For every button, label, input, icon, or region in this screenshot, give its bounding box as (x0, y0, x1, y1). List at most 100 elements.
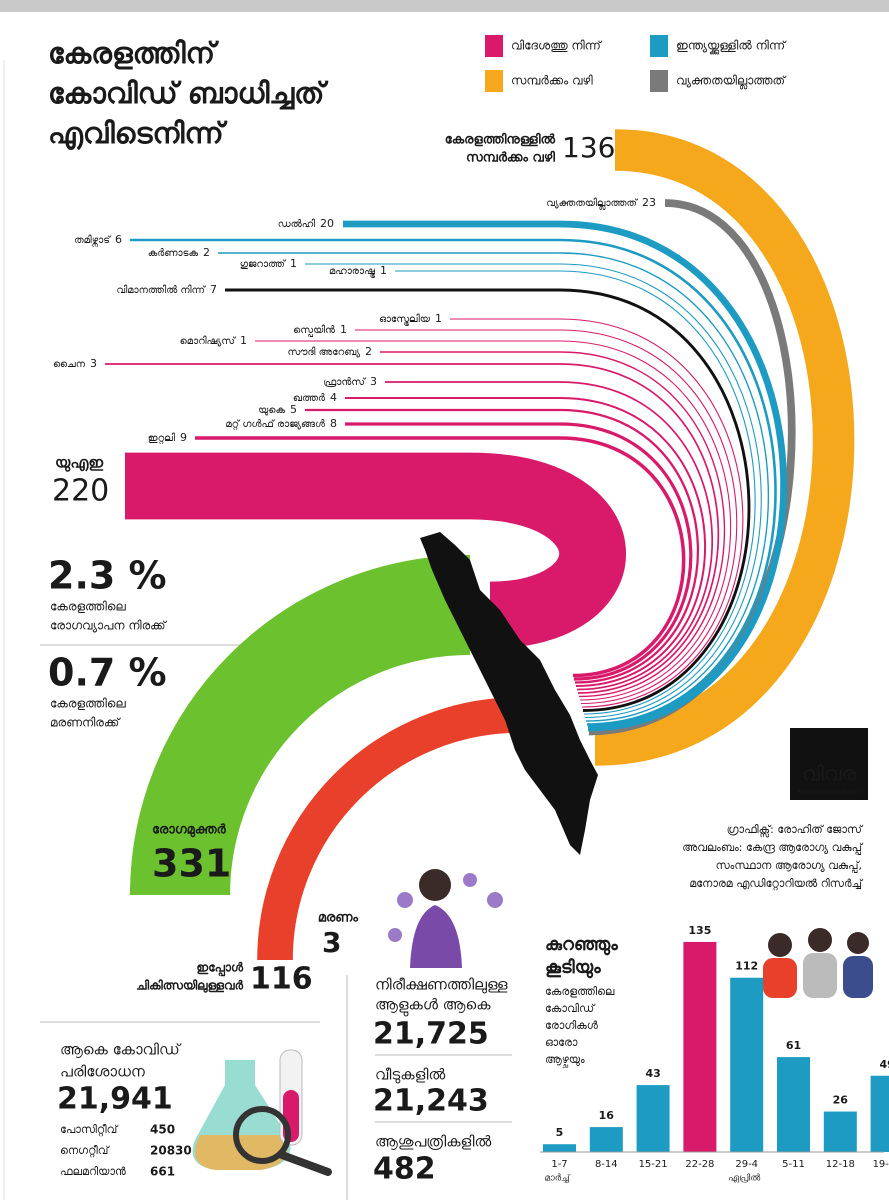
testing-title: ആകെ കോവിഡ് (60, 1041, 182, 1059)
flow-value: 6 (115, 233, 122, 246)
x-tick-label: 8-14 (595, 1159, 618, 1170)
flow-value: 1 (380, 264, 387, 277)
flow-line (195, 436, 686, 678)
flow-value: 220 (52, 474, 109, 509)
flow-line (130, 238, 777, 726)
flow-value: 3 (90, 357, 97, 370)
bar (870, 1075, 889, 1152)
flow-line (395, 270, 756, 715)
testing-title: പരിശോധന (60, 1063, 145, 1081)
rate-label: കേരളത്തിലെ (50, 697, 126, 711)
bar-value-label: 43 (645, 1067, 660, 1080)
top-strip (0, 0, 889, 12)
x-tick-label: 5-11 (782, 1159, 805, 1170)
bar-value-label: 112 (735, 960, 758, 973)
flow-value: 136 (562, 131, 615, 164)
flow-label: യുകെ (258, 405, 285, 416)
bar-value-label: 16 (599, 1109, 615, 1122)
flow-line (355, 329, 738, 705)
flow-label: ഓസ്ട്രേലിയ (379, 313, 431, 326)
legend-swatch (650, 70, 668, 92)
observation-value: 482 (373, 1152, 436, 1187)
bar (683, 941, 717, 1152)
outcome-arc (129, 554, 471, 896)
outcome-label: ചികിത്സയിലുള്ളവർ (136, 979, 243, 995)
outcome-label: രോഗമുക്തർ (152, 823, 227, 839)
observation-label: ആശുപത്രികളിൽ (375, 1133, 491, 1151)
outcome-arc (257, 697, 521, 961)
bar-value-label: 61 (786, 1039, 801, 1052)
testing-item-label: ഫലമറിയാൻ (60, 1165, 126, 1178)
legend-label: സമ്പർക്കം വഴി (511, 74, 593, 88)
chart-title: കൂടിയും (545, 957, 601, 978)
flow-label: മറ്റ് ഗൾഫ് രാജ്യങ്ങൾ (225, 418, 326, 431)
bar (636, 1085, 670, 1152)
flow-line (255, 340, 732, 701)
outcome-value: 116 (250, 962, 313, 997)
flow-line (450, 318, 744, 708)
flow-line (380, 351, 726, 698)
logo-box (790, 728, 868, 800)
flow-label: ചൈന (53, 359, 86, 370)
flow-line (218, 252, 769, 722)
kerala-map (420, 532, 598, 855)
testing-item-value: 450 (150, 1123, 175, 1137)
flow-line (305, 408, 700, 684)
title-line: കേരളത്തിന് (48, 36, 219, 70)
bar-value-label: 135 (688, 924, 711, 937)
flow-label: ഖത്തർ (293, 393, 325, 404)
flow-line (385, 381, 714, 691)
chart-subtitle: ആഴ്ചയും (545, 1053, 585, 1067)
testing-item-value: 20830 (150, 1144, 192, 1158)
chart-subtitle: രോഗികൾ (545, 1019, 599, 1032)
flow-label: ഫ്രാൻസ് (323, 376, 367, 388)
flow-label: കർണാടക (148, 248, 199, 259)
flow-label: മഹാരാഷ്ട്ര (329, 266, 375, 278)
x-month-label: മാർച്ച് (544, 1173, 570, 1184)
testing-item-label: പോസിറ്റീവ് (60, 1123, 119, 1137)
observation-label: നിരീക്ഷണത്തിലുള്ള (375, 976, 508, 994)
observation-value: 21,243 (373, 1084, 489, 1119)
people-illustration (763, 928, 873, 998)
legend-label: വിദേശത്തു നിന്ന് (511, 39, 603, 53)
outcome-value: 331 (152, 842, 231, 886)
bar-value-label: 49 (879, 1058, 889, 1071)
flow-line (225, 288, 751, 712)
bar (589, 1127, 623, 1152)
credit-line: അവലംബം: കേന്ദ്ര ആരോഗ്യ വകുപ്പ് (682, 841, 864, 855)
bar (730, 977, 764, 1152)
testing-item-label: നെഗറ്റീവ് (60, 1144, 110, 1158)
flow-label: യുഎഇ (55, 454, 104, 473)
credit-line: സംസ്ഥാന ആരോഗ്യ വകുപ്പ്, (716, 859, 862, 873)
chart-subtitle: കോവിഡ് (545, 1002, 596, 1015)
flow-label: വിമാനത്തിൽ നിന്ന് (116, 284, 207, 296)
flow-value: 8 (330, 417, 337, 430)
flow-value: 5 (290, 403, 297, 416)
x-tick-label: 22-28 (685, 1159, 714, 1170)
bar (777, 1057, 810, 1152)
flow-value: 1 (340, 323, 347, 336)
logo-name: വിവര (802, 762, 856, 786)
flow-value: 3 (370, 375, 377, 388)
credit-line: ഗ്രാഫിക്സ്: രോഹിത് ജോസ് (727, 823, 864, 837)
chart-subtitle: കേരളത്തിലെ (545, 985, 615, 998)
observation-label: വീടുകളിൽ (375, 1066, 446, 1084)
x-tick-label: 29-4 (735, 1159, 758, 1170)
rate-value: 2.3 % (48, 554, 167, 598)
flow-label: ഇറ്റലി (148, 432, 176, 445)
bar (543, 1144, 576, 1152)
x-tick-label: 12-18 (826, 1159, 855, 1170)
bar (823, 1111, 857, 1152)
rate-label: കേരളത്തിലെ (50, 600, 126, 614)
flow-value: 9 (180, 431, 187, 444)
x-tick-label: 15-21 (639, 1159, 668, 1170)
flow-value: 7 (210, 283, 217, 296)
bar-value-label: 26 (833, 1094, 849, 1107)
outcome-label: മരണം (318, 911, 359, 926)
flow-label: തമിഴ്നാട് (74, 234, 112, 248)
testing-total: 21,941 (57, 1082, 173, 1117)
flow-line (343, 220, 788, 732)
test-illustration (192, 1049, 332, 1176)
legend-swatch (485, 70, 503, 92)
flow-line (305, 263, 762, 719)
